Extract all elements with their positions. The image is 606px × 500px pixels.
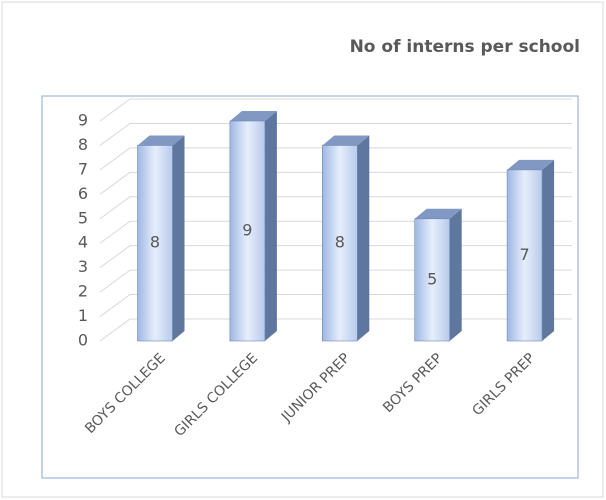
data-label: 8	[150, 233, 160, 252]
bar	[506, 169, 543, 342]
bar-side	[357, 135, 370, 341]
data-label: 7	[520, 245, 530, 264]
plot-frame	[41, 95, 579, 479]
bar	[414, 218, 451, 342]
data-label: 9	[242, 221, 252, 240]
chart-title: No of interns per school	[350, 37, 580, 57]
bar-top	[322, 135, 370, 146]
y-tick-label: 9	[78, 111, 88, 130]
y-tick-label: 6	[78, 184, 88, 203]
data-label: 8	[335, 233, 345, 252]
bar	[229, 120, 266, 342]
y-tick-label: 8	[78, 135, 88, 154]
grid-line	[99, 122, 572, 146]
bar-side	[172, 135, 185, 341]
y-tick-label: 7	[78, 159, 88, 178]
bar-top	[229, 111, 277, 121]
grid-line	[99, 196, 572, 220]
y-tick-label: 0	[78, 331, 88, 350]
y-tick-label: 5	[78, 208, 88, 227]
y-tick-label: 1	[78, 306, 88, 325]
bar-side	[264, 111, 277, 341]
bar-top	[507, 159, 555, 170]
grid-line	[99, 147, 572, 171]
bar-top	[414, 208, 462, 219]
y-tick-label: 3	[78, 257, 88, 276]
grid-line	[99, 98, 572, 122]
bar	[137, 145, 173, 342]
bar-side	[542, 159, 555, 341]
grid-line	[99, 171, 572, 195]
data-label: 5	[427, 269, 437, 288]
bar	[321, 145, 358, 342]
y-tick-label: 4	[78, 233, 88, 252]
bar-top	[137, 135, 185, 146]
y-tick-label: 2	[78, 282, 88, 301]
bar-side	[449, 208, 462, 341]
